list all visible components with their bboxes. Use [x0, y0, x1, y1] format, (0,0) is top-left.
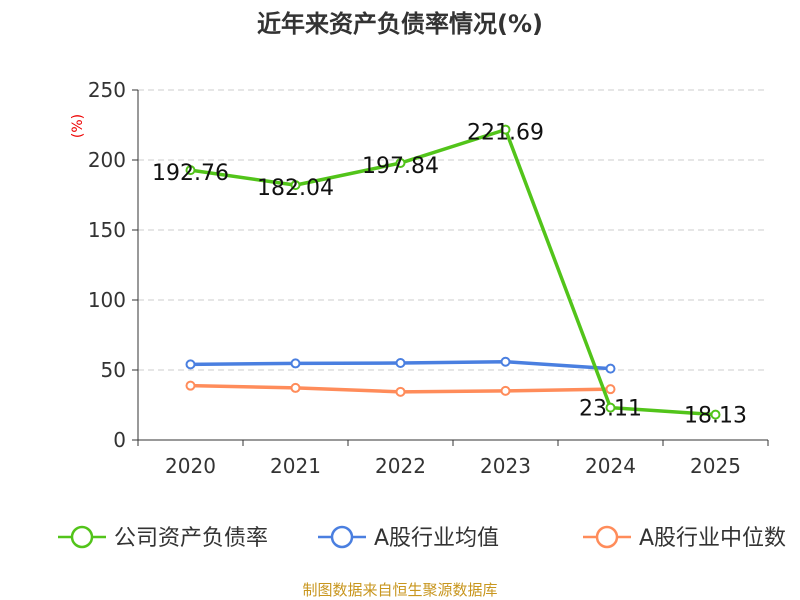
x-tick-label: 2022: [375, 454, 426, 478]
data-point: [290, 180, 301, 191]
data-label: 197.84: [362, 154, 439, 179]
data-point: [710, 409, 721, 420]
legend-label: 公司资产负债率: [114, 526, 268, 551]
legend-label: A股行业均值: [374, 526, 499, 551]
data-point: [185, 165, 196, 176]
y-tick-label: 100: [88, 288, 126, 312]
data-point: [395, 358, 406, 368]
data-point: [605, 384, 616, 395]
data-point: [395, 386, 406, 397]
series-line: [190, 127, 716, 417]
data-label: 23.11: [579, 397, 642, 422]
data-point: [185, 380, 196, 391]
data-label: 221.69: [467, 121, 544, 146]
y-tick-label: 0: [113, 428, 126, 452]
legend-circle-icon: [595, 525, 619, 549]
data-point: [290, 382, 301, 393]
data-point: [395, 158, 406, 169]
data-label: 18.13: [684, 404, 747, 429]
data-point: [185, 359, 196, 370]
x-tick-label: 2020: [165, 454, 216, 478]
data-point: [500, 356, 511, 367]
x-tick-label: 2023: [480, 454, 531, 478]
chart-title: 近年来资产负债率情况(%): [257, 10, 543, 38]
legend-circle-icon: [70, 525, 94, 549]
data-label: 192.76: [152, 161, 229, 186]
data-point: [500, 124, 511, 135]
y-tick-label: 200: [88, 148, 126, 172]
x-tick-label: 2021: [270, 454, 321, 478]
legend-item[interactable]: A股行业均值: [318, 525, 499, 551]
data-point: [500, 385, 511, 396]
legend-label: A股行业中位数: [639, 526, 786, 551]
x-tick-label: 2024: [585, 454, 636, 478]
data-point: [605, 402, 616, 413]
legend-item[interactable]: A股行业中位数: [583, 525, 786, 551]
source-note: 制图数据来自恒生聚源数据库: [302, 581, 497, 599]
y-tick-label: 150: [88, 218, 126, 242]
x-tick-label: 2025: [690, 454, 741, 478]
data-point: [290, 358, 301, 369]
data-label: 182.04: [257, 176, 334, 201]
y-tick-label: 250: [88, 78, 126, 102]
data-point: [605, 363, 616, 374]
legend-item[interactable]: 公司资产负债率: [58, 525, 268, 551]
legend-circle-icon: [330, 525, 354, 549]
y-tick-label: 50: [101, 358, 126, 382]
y-axis-label: (%): [70, 114, 86, 138]
